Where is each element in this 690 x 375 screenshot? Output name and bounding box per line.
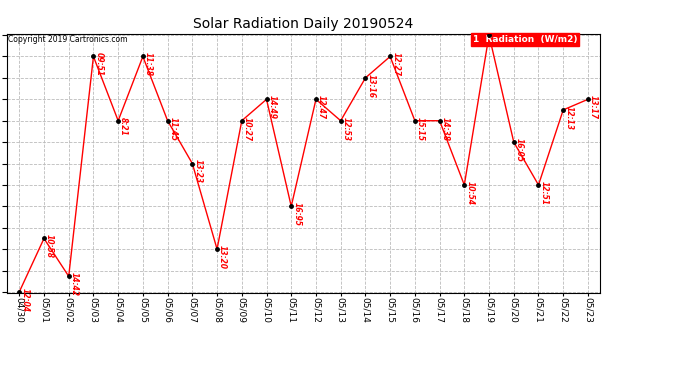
Text: 16:95: 16:95	[293, 202, 302, 226]
Text: 1  Radiation  (W/m2): 1 Radiation (W/m2)	[473, 35, 578, 44]
Text: 12:27: 12:27	[391, 53, 400, 76]
Text: 12:51: 12:51	[540, 181, 549, 205]
Text: 10:54: 10:54	[465, 181, 474, 205]
Title: Solar Radiation Daily 20190524: Solar Radiation Daily 20190524	[193, 17, 414, 31]
Text: 14:42: 14:42	[70, 272, 79, 296]
Text: 12:13: 12:13	[564, 106, 573, 130]
Text: 13:20: 13:20	[218, 245, 227, 269]
Text: 10:27: 10:27	[243, 117, 252, 141]
Text: 13:16: 13:16	[366, 74, 375, 98]
Text: 11:38: 11:38	[144, 53, 153, 76]
Text: 10:58: 10:58	[45, 234, 54, 258]
Text: 11:45: 11:45	[168, 117, 177, 141]
Text: Copyright 2019 Cartronics.com: Copyright 2019 Cartronics.com	[8, 35, 128, 44]
Text: 09:51: 09:51	[95, 53, 103, 76]
Text: 8:21: 8:21	[119, 117, 128, 135]
Text: 12:04: 12:04	[20, 288, 29, 312]
Text: 13:17: 13:17	[589, 95, 598, 119]
Text: 14:49: 14:49	[268, 95, 277, 119]
Text: 12:47: 12:47	[317, 95, 326, 119]
Text: 14:38: 14:38	[441, 117, 450, 141]
Text: 15:15: 15:15	[416, 117, 425, 141]
Text: 13:23: 13:23	[193, 159, 202, 183]
Text: 12:53: 12:53	[342, 117, 351, 141]
Text: 16:05: 16:05	[515, 138, 524, 162]
